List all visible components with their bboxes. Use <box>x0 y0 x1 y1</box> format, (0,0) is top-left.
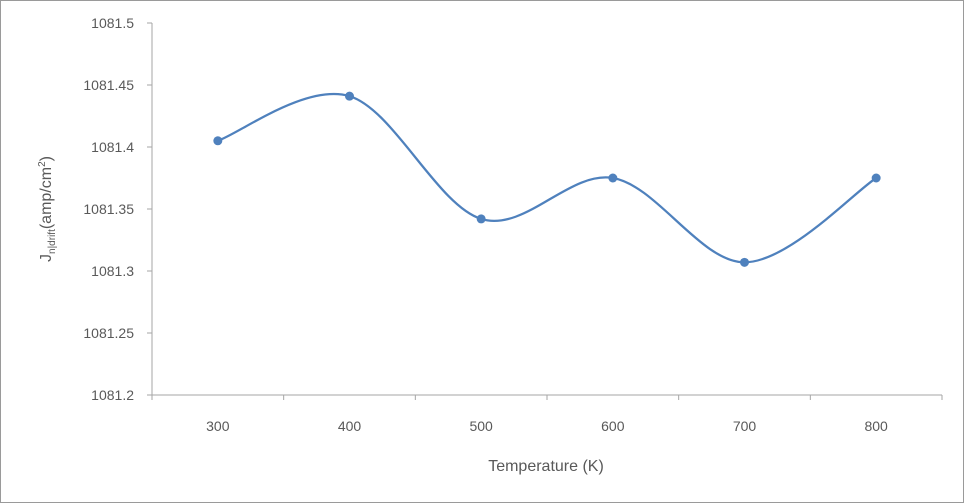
y-axis-title-unit: (amp/cm <box>38 167 55 229</box>
y-axis-title-base: J <box>38 254 55 262</box>
x-tick-label: 800 <box>864 418 888 434</box>
data-point <box>476 214 486 224</box>
y-tick-label: 1081.35 <box>83 201 134 217</box>
x-axis-title: Temperature (K) <box>488 458 604 475</box>
y-axis-title-close: ) <box>38 156 55 161</box>
x-tick-label: 600 <box>601 418 625 434</box>
x-tick-label: 300 <box>206 418 230 434</box>
points-layer <box>213 91 881 267</box>
y-tick-labels: 1081.2 1081.25 1081.3 1081.35 1081.4 1081.45 1… <box>83 15 134 403</box>
y-axis-title-sub: n|drift <box>47 229 58 254</box>
x-tick-label: 700 <box>733 418 757 434</box>
data-point <box>871 173 881 183</box>
y-tick-label: 1081.3 <box>91 263 134 279</box>
y-axis-title: Jn|drift(amp/cm2) <box>37 156 58 262</box>
y-tick-label: 1081.25 <box>83 325 134 341</box>
y-tick-label: 1081.45 <box>83 77 134 93</box>
data-point <box>740 257 749 267</box>
x-tick-label: 400 <box>338 418 362 434</box>
series-layer <box>217 93 877 264</box>
data-point <box>213 136 223 146</box>
data-point <box>608 173 618 183</box>
series-line <box>217 93 877 264</box>
x-tick-labels: 300 400 500 600 700 800 <box>206 418 888 434</box>
y-tick-label: 1081.2 <box>91 387 134 403</box>
axes <box>147 22 943 400</box>
y-tick-label: 1081.4 <box>91 139 134 155</box>
y-axis-title-sup: 2 <box>37 161 48 167</box>
y-tick-label: 1081.5 <box>91 15 134 31</box>
x-tick-label: 500 <box>469 418 493 434</box>
data-point <box>345 91 354 101</box>
